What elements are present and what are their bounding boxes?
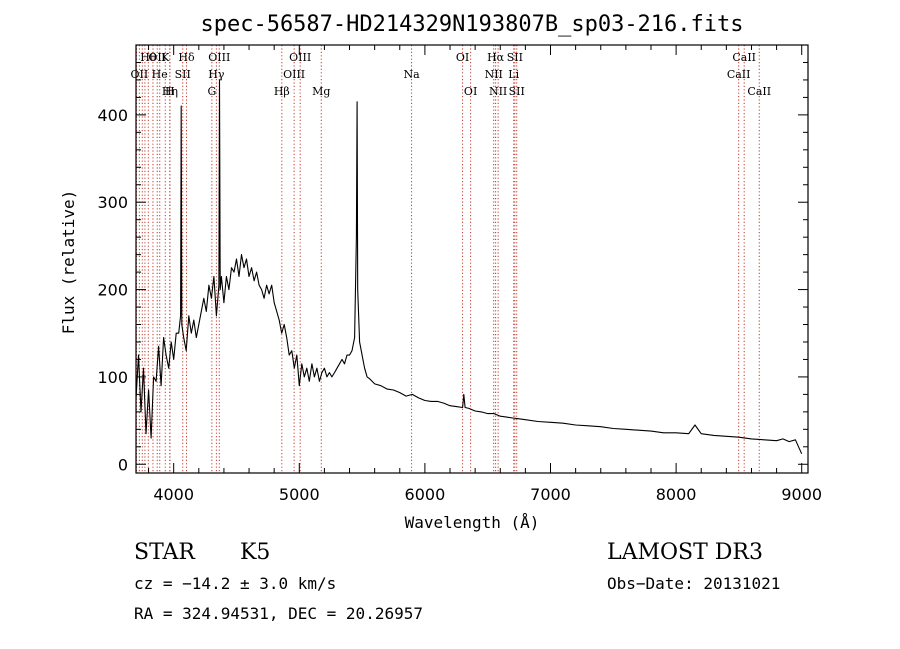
line-label-18: OIII <box>289 51 311 64</box>
y-axis-label: Flux (relative) <box>59 190 78 335</box>
plot-frame <box>135 44 809 474</box>
line-label-11: SII <box>175 68 191 81</box>
axes: 4000 5000 6000 7000 8000 9000 0 100 200 300 400 <box>97 44 822 504</box>
y-tick-label: 400 <box>97 106 128 125</box>
y-tick-label: 200 <box>97 281 128 300</box>
line-label-1: OII <box>131 68 149 81</box>
y-tick-label: 0 <box>118 455 128 474</box>
obs-date: Obs−Date: 20131021 <box>607 574 781 593</box>
y-tick-label: 300 <box>97 193 128 212</box>
survey-name: LAMOST DR3 <box>607 540 763 565</box>
x-tick-label: 4000 <box>153 485 194 504</box>
line-label-9: Hη <box>162 85 178 98</box>
line-label-20: Na <box>403 68 420 81</box>
line-label-31: CaII <box>747 85 771 98</box>
line-label-22: OI <box>464 85 477 98</box>
line-label-14: Hγ <box>208 68 225 81</box>
line-label-23: NII <box>485 68 503 81</box>
line-label-25: NII <box>489 85 507 98</box>
line-label-10: H <box>165 85 175 98</box>
line-label-16: Hβ <box>274 85 290 98</box>
line-label-21: OI <box>456 51 469 64</box>
series-layer <box>135 79 803 455</box>
line-markers <box>136 45 760 473</box>
line-label-13: G <box>207 85 216 98</box>
line-label-8: K <box>161 51 170 64</box>
line-label-12: Hδ <box>178 51 195 64</box>
line-label-4: Hθ <box>140 51 157 64</box>
object-subclass: K5 <box>240 540 271 565</box>
chart-title: spec-56587-HD214329N193807B_sp03-216.fit… <box>200 12 743 37</box>
line-label-28: SII <box>509 85 525 98</box>
x-tick-label: 5000 <box>279 485 320 504</box>
x-tick-label: 9000 <box>781 485 822 504</box>
x-tick-label: 8000 <box>656 485 697 504</box>
coordinates: RA = 324.94531, DEC = 20.26957 <box>134 604 423 623</box>
x-axis-label: Wavelength (Å) <box>405 513 540 532</box>
line-label-27: SII <box>507 51 523 64</box>
line-label-24: Hα <box>487 51 505 64</box>
line-label-29: CaII <box>727 68 751 81</box>
line-label-19: Mg <box>312 85 330 98</box>
line-label-26: Li <box>508 68 519 81</box>
y-tick-label: 100 <box>97 368 128 387</box>
x-tick-label: 7000 <box>530 485 571 504</box>
line-labels: OIIHθOIIHeKHηHSIIHδGHγOIIIHβOIIIOIIIMgNa… <box>131 51 772 98</box>
line-label-17: OIII <box>283 68 305 81</box>
line-label-7: He <box>152 68 168 81</box>
spectrum-chart: spec-56587-HD214329N193807B_sp03-216.fit… <box>59 12 822 532</box>
redshift-readout: cz = −14.2 ± 3.0 km/s <box>134 574 337 593</box>
spectrum-series-0 <box>135 79 803 455</box>
x-tick-label: 6000 <box>405 485 446 504</box>
line-label-30: CaII <box>732 51 756 64</box>
line-label-15: OIII <box>208 51 230 64</box>
object-class: STAR <box>134 540 195 565</box>
line-label-6: OII <box>148 51 166 64</box>
